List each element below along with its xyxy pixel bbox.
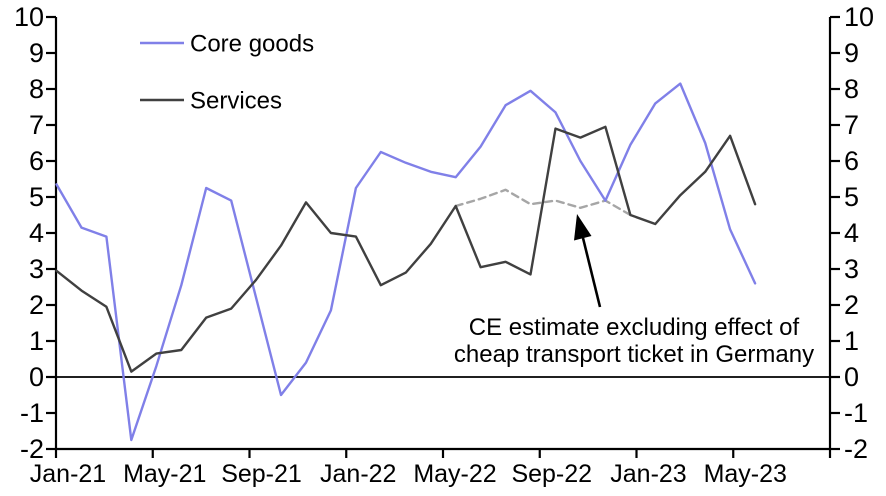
right-axis-tick-label: 7 bbox=[844, 110, 859, 140]
series-line-core-goods bbox=[55, 82, 757, 442]
right-axis-tick-label: 10 bbox=[844, 2, 874, 32]
x-axis-tick-label: Jan-22 bbox=[320, 460, 396, 488]
right-axis-tick-label: 5 bbox=[844, 182, 859, 212]
x-axis-tick-label: Jan-21 bbox=[30, 460, 106, 488]
left-axis-tick-label: 9 bbox=[29, 38, 44, 68]
annotation-arrow-shaft bbox=[581, 237, 602, 308]
right-axis-tick-label: 9 bbox=[844, 38, 859, 68]
right-axis-tick-label: 4 bbox=[844, 218, 859, 248]
right-axis-tick-label: 1 bbox=[844, 326, 859, 356]
left-axis-tick-label: 7 bbox=[29, 110, 44, 140]
x-axis-tick-label: May-21 bbox=[123, 460, 206, 488]
x-axis-tick-label: Sep-22 bbox=[511, 460, 592, 488]
annotation-line-2: cheap transport ticket in Germany bbox=[454, 341, 814, 368]
right-axis-tick-label: -1 bbox=[844, 398, 868, 428]
left-axis-tick-label: -2 bbox=[20, 434, 44, 464]
left-axis-tick-label: 1 bbox=[29, 326, 44, 356]
annotation-arrowhead-icon bbox=[574, 214, 592, 241]
series-line-services bbox=[55, 125, 757, 373]
left-axis-tick-label: 0 bbox=[29, 362, 44, 392]
legend-label-core-goods: Core goods bbox=[190, 31, 314, 58]
right-axis-tick-label: 0 bbox=[844, 362, 859, 392]
series-line-ce-estimate-services-excl-cheap-transport-ticket bbox=[454, 188, 632, 217]
left-axis-tick-label: 6 bbox=[29, 146, 44, 176]
left-axis-tick-label: 4 bbox=[29, 218, 44, 248]
right-axis-tick-label: 8 bbox=[844, 74, 859, 104]
left-axis-tick-label: -1 bbox=[20, 398, 44, 428]
right-axis-tick-label: 2 bbox=[844, 290, 859, 320]
left-axis-tick-label: 2 bbox=[29, 290, 44, 320]
left-axis-tick-label: 10 bbox=[14, 2, 44, 32]
right-axis-tick-label: -2 bbox=[844, 434, 868, 464]
left-axis-tick-label: 3 bbox=[29, 254, 44, 284]
legend-label-services: Services bbox=[190, 88, 282, 115]
right-axis-tick-label: 6 bbox=[844, 146, 859, 176]
right-axis-tick-label: 3 bbox=[844, 254, 859, 284]
x-axis-tick-label: Sep-21 bbox=[221, 460, 302, 488]
x-axis-tick-label: May-22 bbox=[413, 460, 496, 488]
left-axis-tick-label: 8 bbox=[29, 74, 44, 104]
x-axis-tick-label: Jan-23 bbox=[610, 460, 686, 488]
left-axis-tick-label: 5 bbox=[29, 182, 44, 212]
x-axis-tick-label: May-23 bbox=[704, 460, 787, 488]
annotation-line-1: CE estimate excluding effect of bbox=[469, 314, 800, 341]
